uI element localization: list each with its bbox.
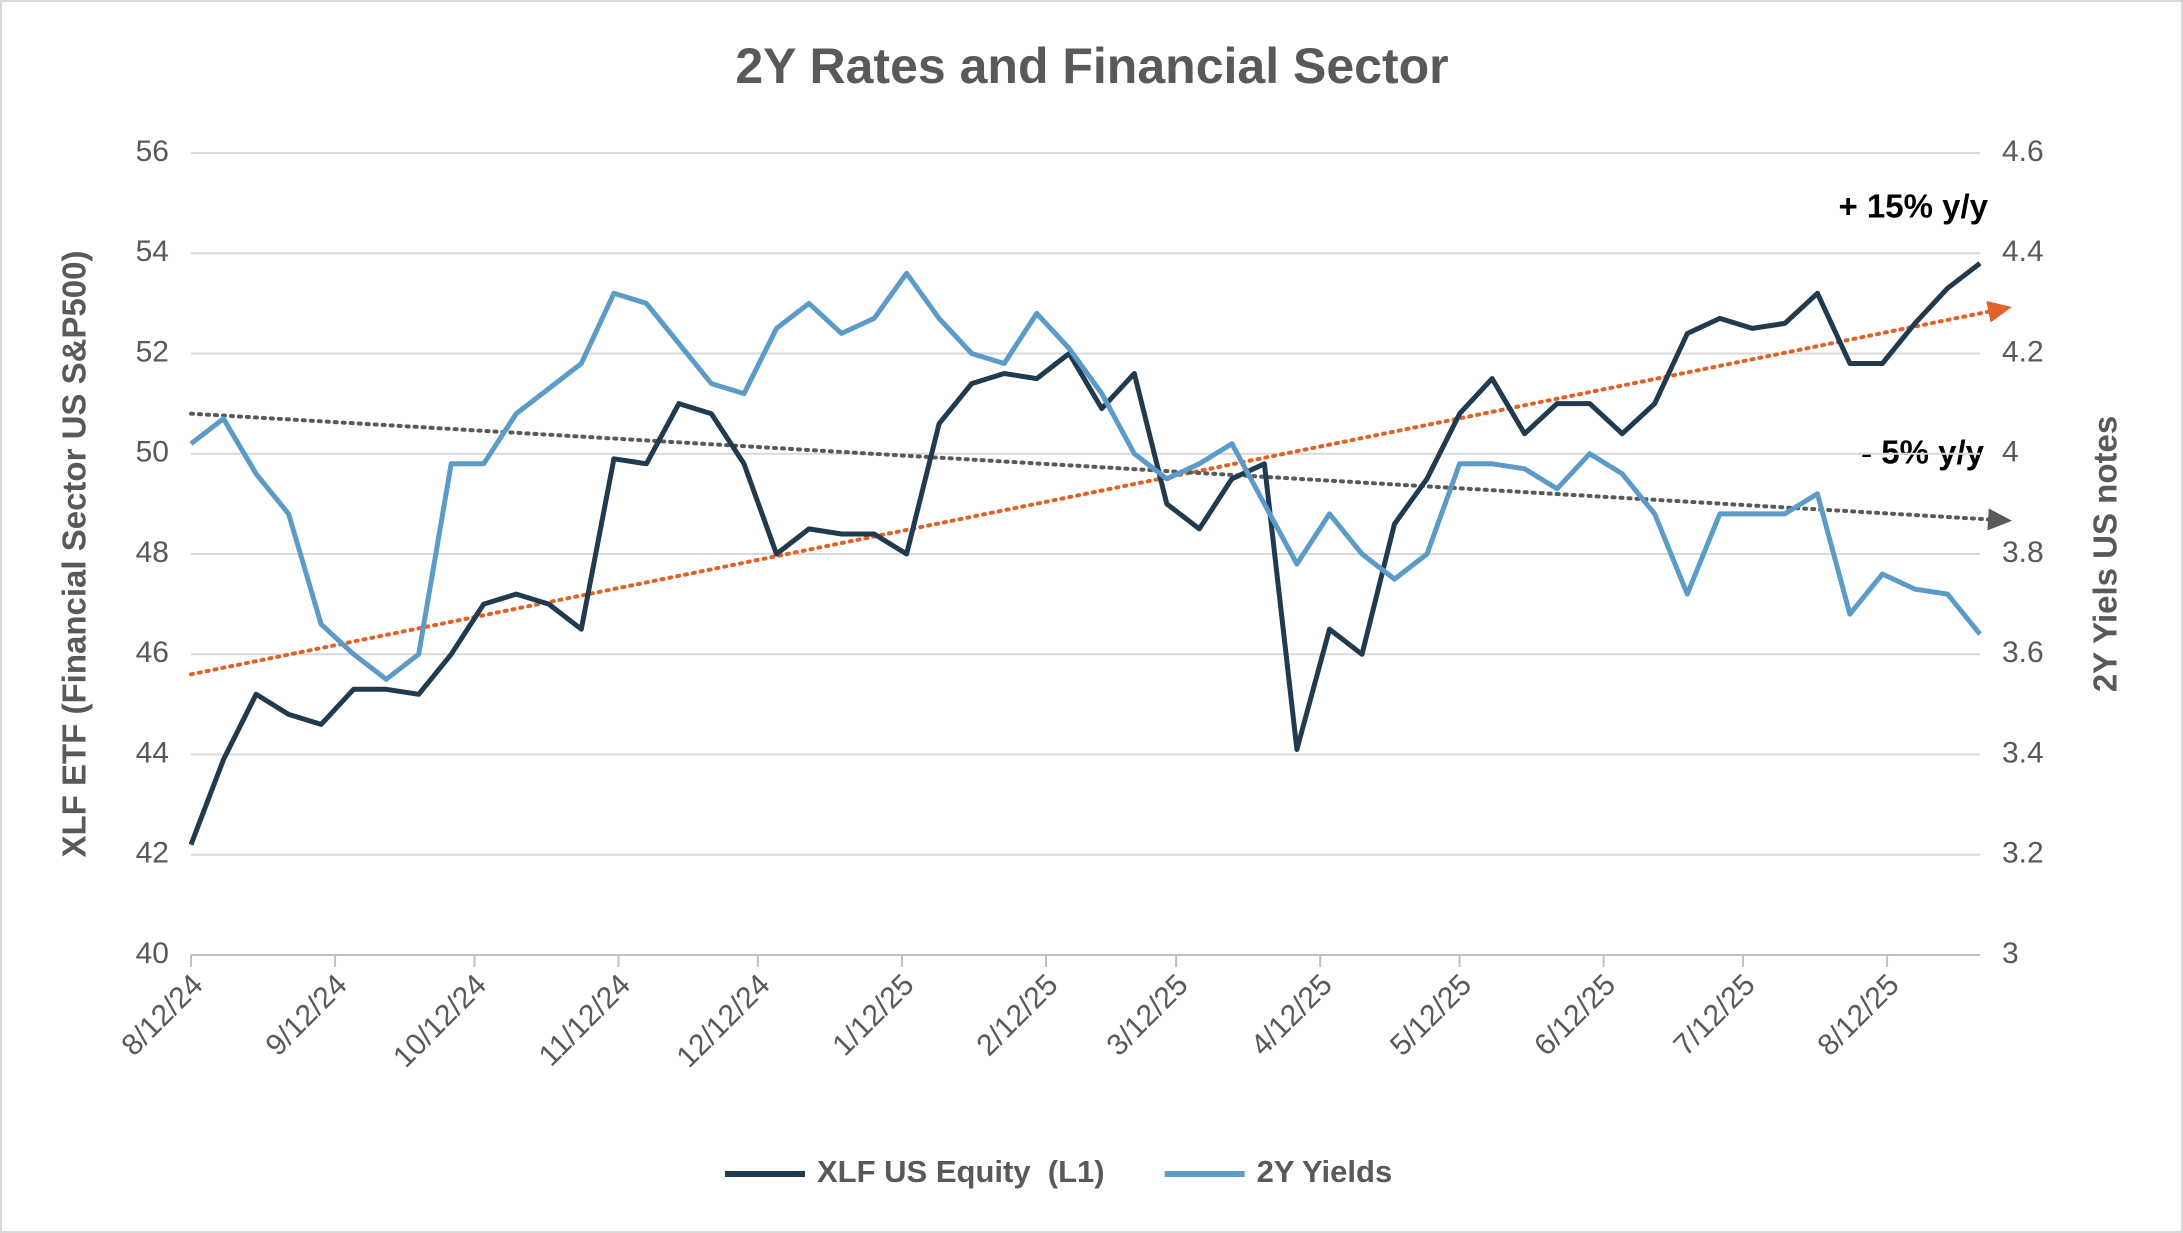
y2-tick-label: 3.2 <box>2002 837 2044 870</box>
y-tick-label: 46 <box>136 636 169 669</box>
y-tick-label: 50 <box>136 436 169 469</box>
y-tick-label: 52 <box>136 335 169 368</box>
y-tick-label: 40 <box>136 937 169 970</box>
y-tick-label: 42 <box>136 837 169 870</box>
y2-tick-label: 3.4 <box>2002 736 2044 769</box>
y2-tick-label: 3.6 <box>2002 636 2044 669</box>
series-line <box>188 261 1982 846</box>
legend-label: XLF US Equity (L1) <box>817 1154 1105 1189</box>
trend-line <box>189 300 2012 677</box>
y-axis-title: XLF ETF (Financial Sector US S&P500) <box>56 251 93 858</box>
y2-tick-label: 4.4 <box>2002 235 2044 268</box>
series-line <box>189 270 1982 682</box>
y-tick-label: 56 <box>136 135 169 168</box>
y2-axis-title: 2Y Yiels US notes <box>2087 416 2124 692</box>
annotation: - 5% y/y <box>1861 434 1985 471</box>
trend-line <box>189 411 2012 531</box>
legend-label: 2Y Yields <box>1257 1154 1393 1189</box>
annotation: + 15% y/y <box>1838 188 1988 225</box>
y2-tick-label: 4 <box>2002 436 2019 469</box>
y2-tick-label: 4.6 <box>2002 135 2044 168</box>
y2-tick-label: 3.8 <box>2002 536 2044 569</box>
y-tick-label: 48 <box>136 536 169 569</box>
y-tick-label: 44 <box>136 736 169 769</box>
chart-title: 2Y Rates and Financial Sector <box>735 38 1448 94</box>
y2-tick-label: 3 <box>2002 937 2019 970</box>
y2-tick-label: 4.2 <box>2002 335 2044 368</box>
y-tick-label: 54 <box>136 235 169 268</box>
